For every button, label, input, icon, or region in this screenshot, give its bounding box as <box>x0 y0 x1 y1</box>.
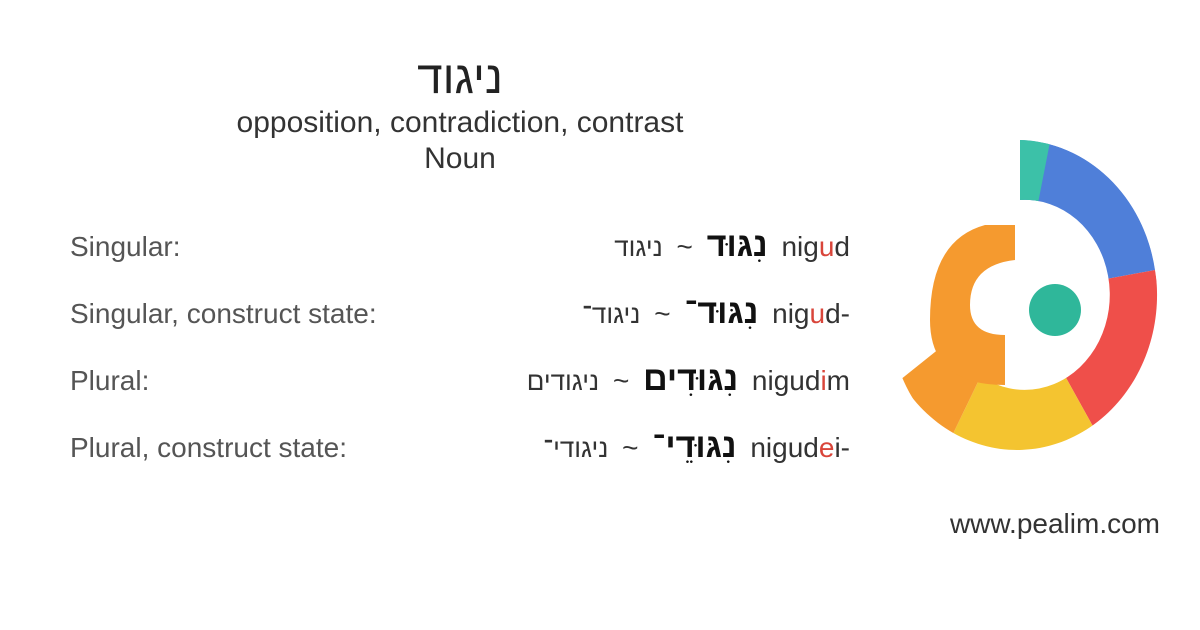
form-label: Plural: <box>70 365 149 397</box>
definition: opposition, contradiction, contrast <box>70 106 850 140</box>
forms-list: Singular: נִגּוּד ~ ניגוד nigud Singular… <box>70 226 850 466</box>
hebrew-voweled: נִגּוּדֵי־ <box>652 427 736 465</box>
stress-vowel: e <box>819 432 835 463</box>
form-label: Plural, construct state: <box>70 432 347 464</box>
hebrew-title: ניגוד <box>70 50 850 104</box>
header: ניגוד opposition, contradiction, contras… <box>70 50 850 176</box>
form-row: Singular, construct state: נִגּוּד־ ~ ני… <box>70 293 850 332</box>
part-of-speech: Noun <box>70 142 850 176</box>
form-row: Singular: נִגּוּד ~ ניגוד nigud <box>70 226 850 265</box>
form-row: Plural: נִגּוּדִים ~ ניגודים nigudim <box>70 360 850 399</box>
hebrew-voweled: נִגּוּד <box>707 226 768 264</box>
content-area: ניגוד opposition, contradiction, contras… <box>70 50 850 494</box>
transliteration: nigudei- <box>750 432 850 463</box>
form-value: נִגּוּדֵי־ ~ ניגודי־ nigudei- <box>543 427 850 466</box>
hebrew-voweled: נִגּוּד־ <box>684 293 758 331</box>
transliteration: nigud- <box>772 298 850 329</box>
transliteration: nigud <box>781 231 850 262</box>
hebrew-plain: ניגוד־ <box>582 299 640 329</box>
tilde: ~ <box>654 298 670 329</box>
hebrew-plain: ניגוד <box>614 232 663 262</box>
hebrew-voweled: נִגּוּדִים <box>643 360 738 398</box>
form-label: Singular, construct state: <box>70 298 377 330</box>
form-value: נִגּוּדִים ~ ניגודים nigudim <box>527 360 850 399</box>
pealim-logo-icon <box>870 130 1170 470</box>
transliteration: nigudim <box>752 365 850 396</box>
stress-vowel: u <box>810 298 826 329</box>
form-label: Singular: <box>70 231 181 263</box>
logo-area <box>870 130 1170 570</box>
stress-vowel: u <box>819 231 835 262</box>
site-url: www.pealim.com <box>950 508 1160 540</box>
form-value: נִגּוּד־ ~ ניגוד־ nigud- <box>582 293 850 332</box>
form-value: נִגּוּד ~ ניגוד nigud <box>614 226 850 265</box>
tilde: ~ <box>622 432 638 463</box>
form-row: Plural, construct state: נִגּוּדֵי־ ~ ני… <box>70 427 850 466</box>
hebrew-plain: ניגודים <box>527 366 599 396</box>
hebrew-plain: ניגודי־ <box>543 433 608 463</box>
tilde: ~ <box>613 365 629 396</box>
tilde: ~ <box>677 231 693 262</box>
